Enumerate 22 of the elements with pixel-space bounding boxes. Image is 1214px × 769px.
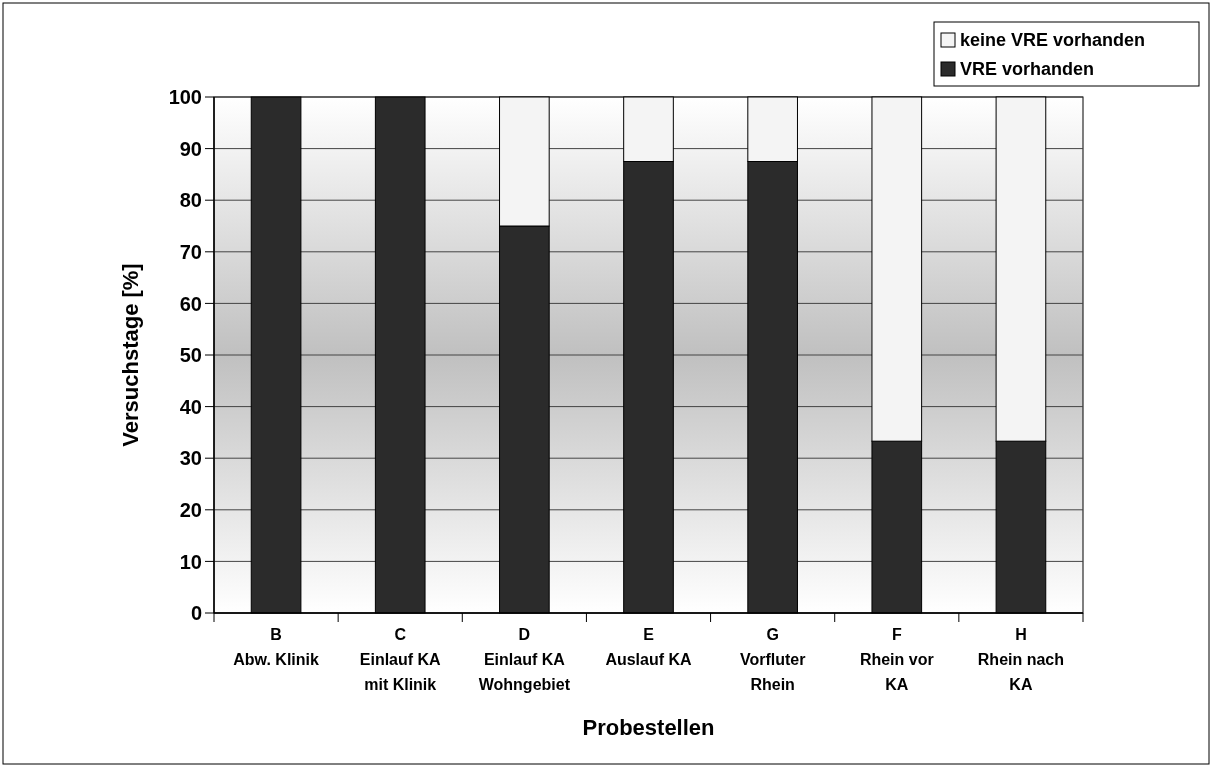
y-tick-label: 40: [179, 395, 202, 418]
y-tick-label: 20: [179, 499, 202, 521]
y-tick-label: 70: [179, 241, 202, 263]
y-tick-label: 10: [179, 550, 202, 573]
x-tick-label: B Abw. Klinik: [233, 626, 319, 668]
y-tick-label: 80: [179, 189, 202, 212]
x-tick-label: H Rhein nach KA: [977, 626, 1065, 693]
y-axis-title: Versuchstage [%]: [118, 263, 143, 447]
x-tick-label: D Einlauf KA Wohngebiet: [478, 626, 571, 693]
y-tick-label: 50: [179, 344, 202, 367]
y-tick-label: 60: [179, 292, 202, 315]
y-tick-label: 0: [190, 602, 202, 625]
legend-label: VRE vorhanden: [960, 59, 1095, 80]
y-tick-label: 30: [179, 447, 202, 470]
x-tick-label: G Vorfluter Rhein: [739, 626, 806, 693]
x-tick-label: F Rhein vor KA: [859, 626, 934, 693]
legend-label: keine VRE vorhanden: [960, 30, 1146, 51]
x-axis-title: Probestellen: [582, 715, 715, 740]
x-tick-label: E Auslauf KA: [605, 626, 693, 668]
y-tick-label: 100: [168, 86, 202, 109]
y-tick-label: 90: [179, 137, 202, 160]
x-tick-label: C Einlauf KA mit Klinik: [359, 626, 442, 693]
